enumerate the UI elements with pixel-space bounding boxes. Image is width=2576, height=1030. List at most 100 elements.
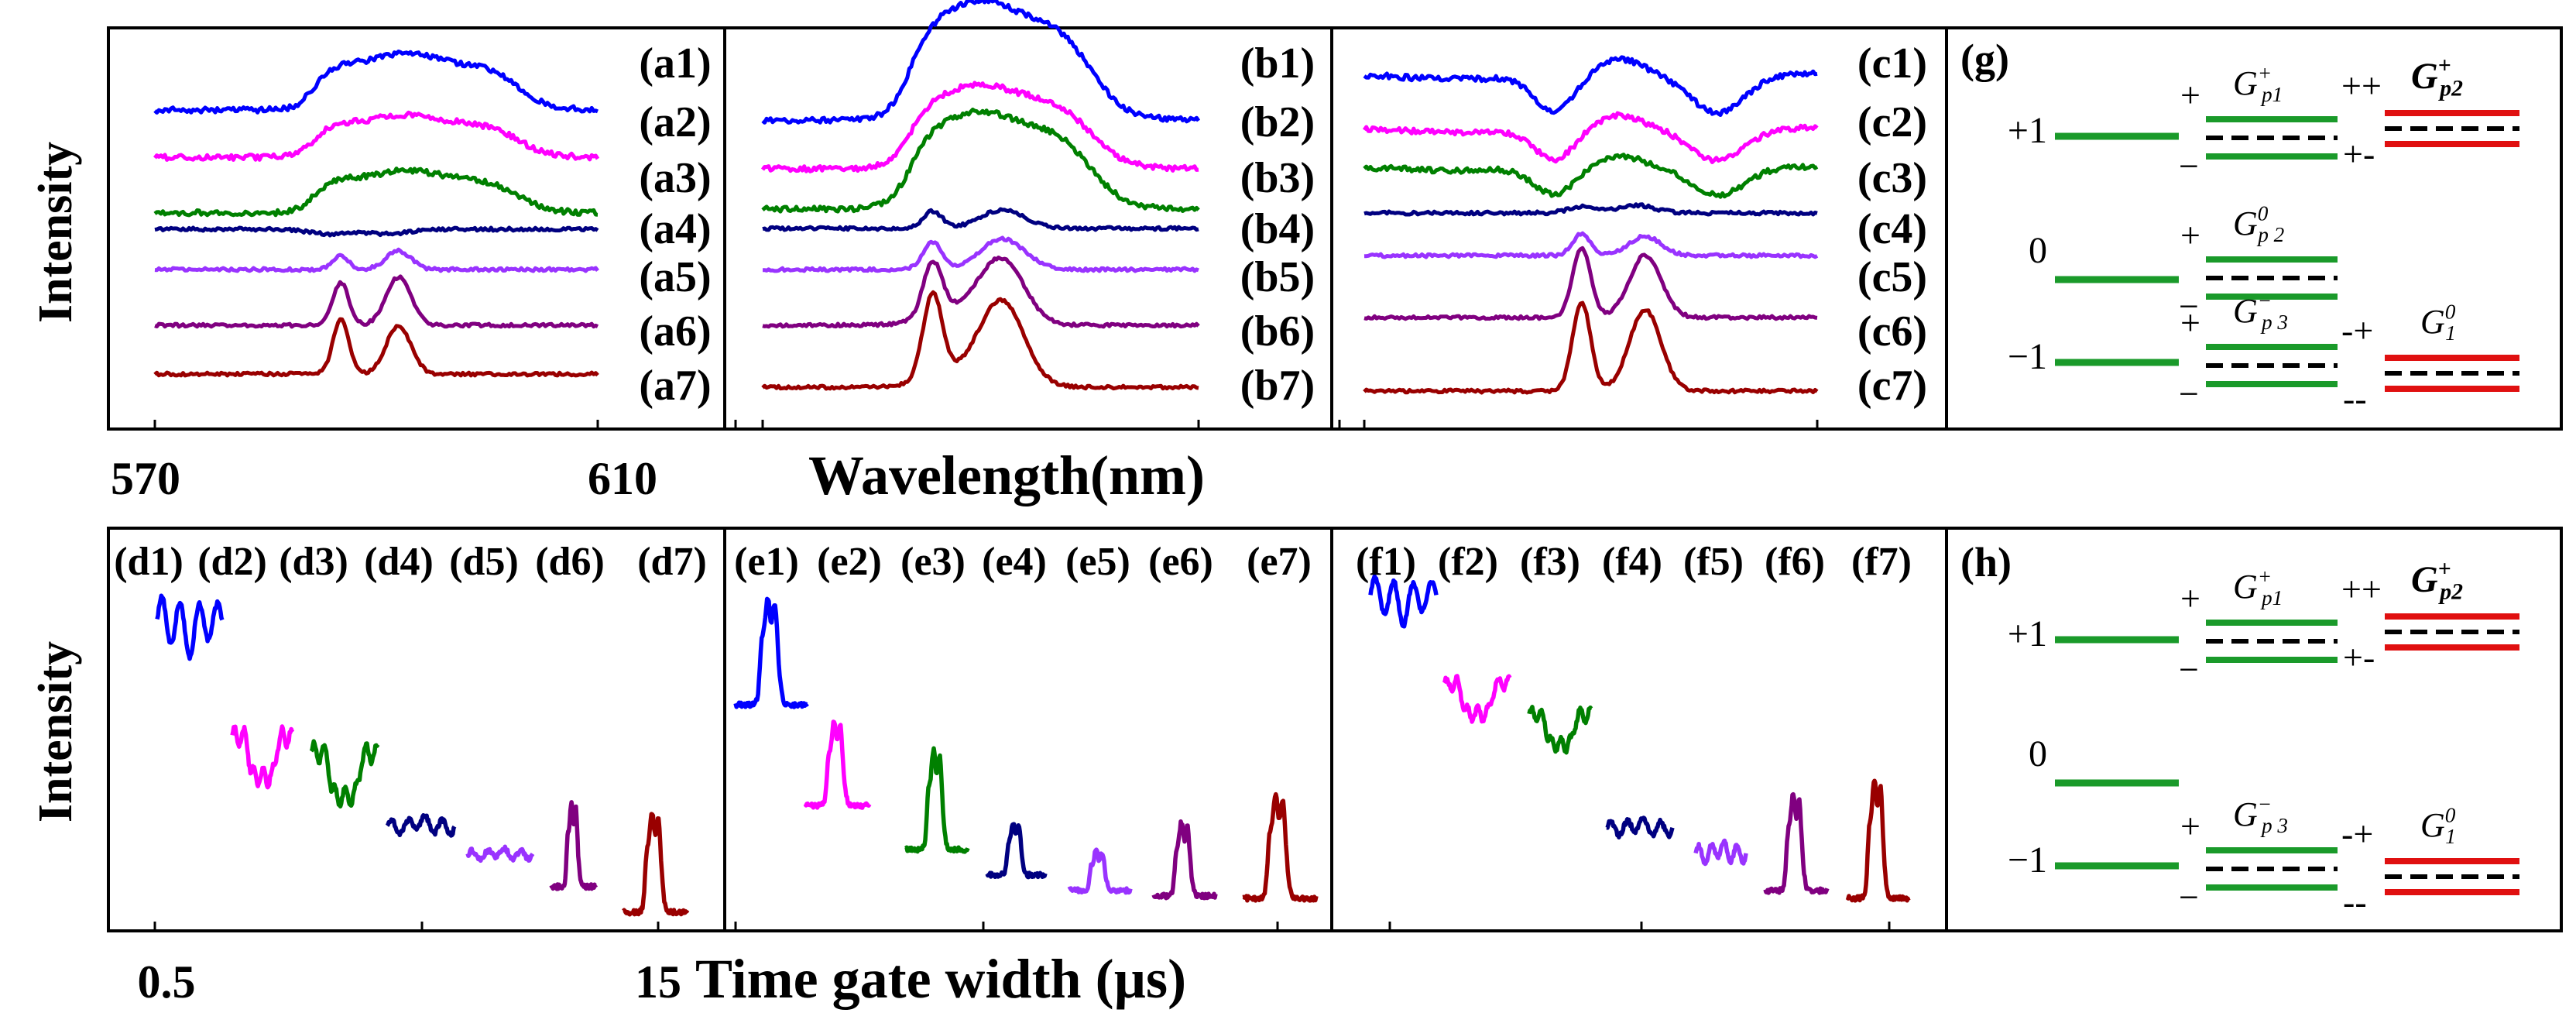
spectra-frame-c: [1330, 26, 1948, 431]
spectrum-b3: [761, 108, 1200, 214]
panel-label-d1: (d1): [114, 540, 184, 584]
timegate-d5: [465, 844, 535, 863]
level-zero-label: 0: [2029, 230, 2047, 271]
panel-label-f3: (f3): [1520, 540, 1580, 584]
panel-label-f4: (f4): [1602, 540, 1662, 584]
red-sign-bottom-2: --: [2343, 882, 2367, 922]
red-sign-top-2: -+: [2341, 814, 2373, 853]
red-sublevels-2: [2385, 355, 2519, 392]
red-sign-bottom-1: +-: [2343, 637, 2375, 677]
timegate-f1: [1368, 574, 1439, 629]
timegate-d1: [155, 593, 225, 661]
timegate-e1: [733, 596, 809, 709]
timegate-f5: [1693, 838, 1748, 867]
timegate-frame-e: [723, 527, 1333, 932]
timegate-frame-f: [1330, 527, 1948, 932]
energy-diagram-g: (g)+10−1G+ p1+−G0 p 2+− G− p 3+−G+ p2+++-G0 1-…: [1960, 36, 2519, 418]
panel-label-e5: (e5): [1065, 540, 1130, 584]
level-plus-one-label: +1: [2008, 110, 2047, 151]
spectrum-c2: [1362, 111, 1819, 164]
panel-label-e3: (e3): [900, 540, 966, 584]
red-sign-bottom-2: --: [2343, 379, 2367, 418]
panel-label-b5: (b5): [1240, 253, 1315, 301]
spectrum-c6: [1363, 245, 1818, 321]
panel-label-d3: (d3): [279, 540, 348, 584]
timegate-d2: [230, 724, 295, 790]
panel-label-e6: (e6): [1148, 540, 1213, 584]
timegate-e4: [985, 822, 1048, 880]
diagram-label-h: (h): [1960, 539, 2012, 585]
energy-diagram-h: (h)+10−1G+ p1+−G− p 3+−G+ p2+++-G0 1-+--: [1960, 539, 2519, 922]
panel-label-b3: (b3): [1240, 154, 1315, 202]
green-sublevels-1: [2206, 116, 2338, 160]
green-sign-bottom-1: −: [2179, 146, 2199, 186]
spectrum-a3: [153, 167, 599, 218]
green-sign-top-1: +: [2180, 75, 2200, 115]
spectrum-a6: [154, 274, 599, 329]
red-group-label-1: G+ p2: [2411, 53, 2463, 101]
green-sublevels-2: [2206, 847, 2338, 891]
level-minus-one-label: −1: [2008, 336, 2047, 377]
panel-label-e1: (e1): [734, 540, 799, 584]
green-sign-top-2: +: [2180, 215, 2200, 255]
level-plus-one-label: +1: [2008, 613, 2047, 654]
panel-label-e2: (e2): [817, 540, 882, 584]
timegate-d6: [549, 800, 599, 891]
red-sign-top-1: ++: [2341, 66, 2382, 105]
panel-label-c6: (c6): [1857, 307, 1927, 355]
panel-label-d5: (d5): [449, 540, 519, 584]
timegate-f4: [1605, 815, 1675, 839]
green-sign-bottom-3: −: [2179, 374, 2199, 414]
panel-label-a5: (a5): [639, 253, 711, 301]
diagram-frame-h: [1945, 527, 2563, 932]
panel-label-c4: (c4): [1857, 205, 1927, 253]
curves: [153, 0, 1911, 917]
spectrum-b2: [760, 81, 1199, 173]
red-sublevels-2: [2385, 858, 2519, 895]
panel-label-c1: (c1): [1857, 39, 1927, 88]
spectrum-b1: [761, 0, 1201, 125]
timegate-f7: [1845, 778, 1911, 903]
panel-label-d7: (d7): [637, 540, 707, 584]
panel-label-b4: (b4): [1240, 205, 1315, 253]
timegate-xtick-start: 0.5: [138, 956, 196, 1008]
red-sign-bottom-1: +-: [2343, 134, 2375, 173]
red-group-label-1: G+ p2: [2411, 556, 2463, 605]
green-sign-bottom-2: −: [2179, 877, 2199, 917]
green-sign-top-2: +: [2180, 806, 2200, 846]
spectrum-a7: [153, 317, 599, 378]
green-group-label-3: G− p 3: [2233, 290, 2288, 334]
panel-label-b6: (b6): [1240, 307, 1315, 355]
green-sign-bottom-2: −: [2179, 287, 2199, 326]
panel-label-b2: (b2): [1240, 98, 1315, 146]
spectrum-b5: [763, 235, 1199, 273]
diagram-label-g: (g): [1960, 36, 2009, 82]
spectrum-b4: [762, 207, 1199, 232]
green-sign-bottom-1: −: [2179, 650, 2199, 689]
spectrum-b6: [762, 256, 1200, 329]
timegate-x-axis-title: Time gate width (µs): [695, 948, 1186, 1010]
panel-label-d6: (d6): [535, 540, 605, 584]
panel-label-c7: (c7): [1857, 362, 1927, 410]
panel-label-c5: (c5): [1857, 253, 1927, 301]
panel-label-a6: (a6): [639, 307, 711, 355]
green-sign-top-3: +: [2180, 303, 2200, 342]
green-group-label-1: G+ p1: [2233, 62, 2283, 106]
spectrum-c4: [1363, 202, 1818, 217]
panel-label-b1: (b1): [1240, 39, 1315, 88]
spectrum-c3: [1363, 153, 1819, 199]
panel-label-f6: (f6): [1765, 540, 1825, 584]
panel-label-a1: (a1): [639, 39, 711, 88]
panel-label-c2: (c2): [1857, 98, 1927, 146]
panel-label-d4: (d4): [364, 540, 434, 584]
panel-label-f7: (f7): [1851, 540, 1912, 584]
spectrum-c7: [1363, 300, 1819, 395]
timegate-f2: [1442, 674, 1512, 724]
timegate-d7: [622, 812, 690, 917]
timegate-d3: [309, 739, 380, 809]
timegate-f3: [1527, 705, 1593, 755]
panel-label-c3: (c3): [1857, 154, 1927, 202]
spectra-x-axis-title: Wavelength(nm): [808, 445, 1205, 506]
level-zero-label: 0: [2029, 733, 2047, 774]
